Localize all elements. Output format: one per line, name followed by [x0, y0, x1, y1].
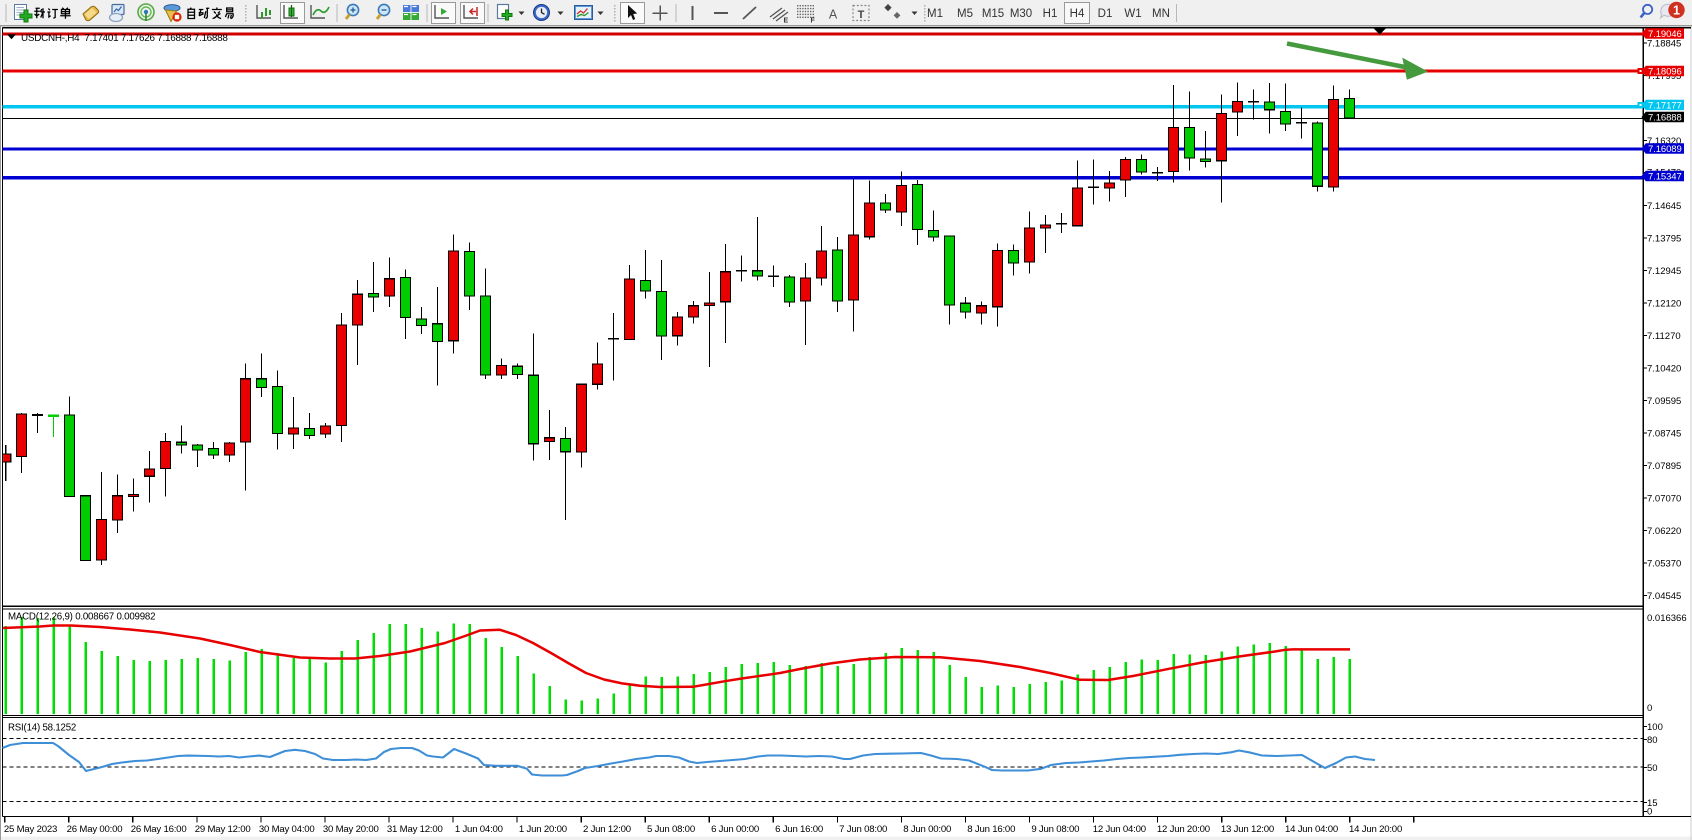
svg-text:30 May 20:00: 30 May 20:00: [323, 824, 379, 835]
svg-text:M1: M1: [927, 8, 943, 20]
svg-text:5 Jun 08:00: 5 Jun 08:00: [647, 824, 695, 835]
svg-text:7.12945: 7.12945: [1647, 266, 1681, 277]
svg-text:7.04545: 7.04545: [1647, 591, 1681, 602]
svg-text:E: E: [784, 18, 789, 25]
svg-text:D1: D1: [1098, 8, 1113, 20]
svg-text:26 May 16:00: 26 May 16:00: [131, 824, 187, 835]
svg-text:F: F: [811, 18, 816, 25]
svg-text:7.10420: 7.10420: [1647, 363, 1681, 374]
svg-text:M15: M15: [982, 8, 1004, 20]
svg-text:7.16888: 7.16888: [1648, 112, 1682, 123]
svg-text:7.12120: 7.12120: [1647, 298, 1681, 309]
svg-text:7.19046: 7.19046: [1648, 29, 1682, 40]
svg-text:7.07895: 7.07895: [1647, 461, 1681, 472]
svg-text:14 Jun 20:00: 14 Jun 20:00: [1349, 824, 1402, 835]
svg-text:6 Jun 16:00: 6 Jun 16:00: [775, 824, 823, 835]
svg-text:W1: W1: [1124, 8, 1141, 20]
svg-text:7.09595: 7.09595: [1647, 396, 1681, 407]
svg-text:7.17177: 7.17177: [1648, 100, 1682, 111]
svg-text:M30: M30: [1010, 8, 1032, 20]
svg-text:T: T: [858, 9, 865, 21]
svg-text:0: 0: [1647, 807, 1652, 818]
svg-text:15: 15: [1647, 798, 1658, 809]
svg-text:30 May 04:00: 30 May 04:00: [259, 824, 315, 835]
svg-text:7.18845: 7.18845: [1647, 38, 1681, 49]
svg-text:MN: MN: [1152, 8, 1170, 20]
svg-text:7.18096: 7.18096: [1648, 66, 1682, 77]
svg-text:8 Jun 16:00: 8 Jun 16:00: [967, 824, 1015, 835]
svg-text:8 Jun 00:00: 8 Jun 00:00: [903, 824, 951, 835]
svg-text:7 Jun 08:00: 7 Jun 08:00: [839, 824, 887, 835]
svg-text:7.15347: 7.15347: [1648, 171, 1682, 182]
svg-text:6 Jun 00:00: 6 Jun 00:00: [711, 824, 759, 835]
svg-text:50: 50: [1647, 763, 1658, 774]
svg-text:0: 0: [1647, 703, 1652, 714]
svg-text:1 Jun 04:00: 1 Jun 04:00: [455, 824, 503, 835]
svg-text:7.14645: 7.14645: [1647, 201, 1681, 212]
svg-text:13 Jun 12:00: 13 Jun 12:00: [1221, 824, 1274, 835]
svg-text:9 Jun 08:00: 9 Jun 08:00: [1031, 824, 1079, 835]
svg-text:80: 80: [1647, 735, 1658, 746]
svg-text:29 May 12:00: 29 May 12:00: [195, 824, 251, 835]
svg-text:7.17995: 7.17995: [1647, 71, 1681, 82]
svg-text:0.016366: 0.016366: [1647, 613, 1687, 624]
svg-text:14 Jun 04:00: 14 Jun 04:00: [1285, 824, 1338, 835]
svg-text:H4: H4: [1070, 8, 1085, 20]
svg-text:2 Jun 12:00: 2 Jun 12:00: [583, 824, 631, 835]
svg-text:12 Jun 20:00: 12 Jun 20:00: [1157, 824, 1210, 835]
svg-text:7.05370: 7.05370: [1647, 558, 1681, 569]
svg-text:7.13795: 7.13795: [1647, 233, 1681, 244]
svg-text:7.11270: 7.11270: [1647, 331, 1681, 342]
svg-text:USDCNH-,H4 7.17401 7.17626 7.: USDCNH-,H4 7.17401 7.17626 7.16888 7.168…: [21, 33, 228, 44]
svg-text:7.06220: 7.06220: [1647, 526, 1681, 537]
svg-text:RSI(14) 58.1252: RSI(14) 58.1252: [8, 723, 76, 734]
svg-text:1: 1: [1673, 3, 1680, 17]
svg-text:7.07070: 7.07070: [1647, 493, 1681, 504]
svg-text:M5: M5: [957, 8, 973, 20]
svg-text:100: 100: [1647, 722, 1663, 733]
svg-text:H1: H1: [1043, 8, 1058, 20]
svg-text:25 May 2023: 25 May 2023: [4, 824, 57, 835]
svg-text:7.16320: 7.16320: [1647, 136, 1681, 147]
svg-text:1 Jun 20:00: 1 Jun 20:00: [519, 824, 567, 835]
svg-text:7.08745: 7.08745: [1647, 428, 1681, 439]
svg-text:MACD(12,26,9) 0.008667 0.00998: MACD(12,26,9) 0.008667 0.009982: [8, 611, 155, 622]
svg-text:31 May 12:00: 31 May 12:00: [387, 824, 443, 835]
svg-text:12 Jun 04:00: 12 Jun 04:00: [1093, 824, 1146, 835]
svg-text:A: A: [829, 8, 838, 22]
svg-text:26 May 00:00: 26 May 00:00: [67, 824, 123, 835]
svg-text:7.16089: 7.16089: [1648, 144, 1682, 155]
